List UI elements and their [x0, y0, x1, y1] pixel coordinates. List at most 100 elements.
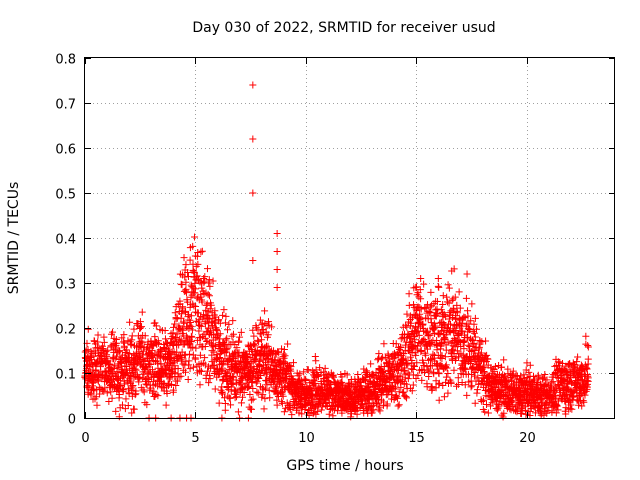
data-point	[483, 351, 491, 359]
data-point	[297, 404, 305, 412]
data-point	[122, 346, 130, 354]
data-point	[227, 401, 235, 409]
data-point	[189, 343, 197, 351]
data-point	[543, 376, 551, 384]
data-point	[172, 333, 180, 341]
data-point	[542, 380, 550, 388]
data-point	[584, 343, 592, 351]
data-point	[396, 372, 404, 380]
data-point	[217, 366, 225, 374]
data-point	[104, 346, 112, 354]
data-point	[404, 375, 412, 383]
data-point	[84, 325, 92, 333]
data-point	[415, 320, 423, 328]
data-point	[468, 300, 476, 308]
data-point	[420, 369, 428, 377]
data-point	[429, 350, 437, 358]
data-point	[325, 410, 333, 418]
data-point	[112, 407, 120, 415]
data-point	[498, 399, 506, 407]
data-point	[338, 373, 346, 381]
data-point	[447, 320, 454, 328]
data-point	[162, 366, 170, 374]
data-point	[93, 360, 101, 368]
data-point	[131, 365, 139, 373]
data-point	[94, 331, 102, 339]
data-point	[435, 396, 443, 404]
data-point	[169, 329, 177, 337]
data-point	[189, 363, 197, 371]
data-point	[433, 297, 441, 305]
data-point	[151, 319, 159, 327]
data-point	[178, 310, 186, 318]
data-point	[115, 386, 123, 394]
data-point	[266, 394, 274, 402]
data-point	[122, 395, 130, 403]
data-point	[300, 368, 308, 376]
data-point	[407, 319, 415, 327]
data-point	[289, 403, 297, 411]
data-point	[185, 350, 193, 358]
data-point	[484, 409, 492, 417]
data-point	[471, 314, 479, 322]
data-point	[207, 318, 215, 326]
data-point	[498, 363, 506, 371]
data-point	[243, 352, 251, 360]
data-point	[454, 374, 462, 382]
data-point	[167, 381, 175, 389]
data-point	[222, 336, 230, 344]
data-point	[428, 385, 436, 393]
data-point	[450, 366, 458, 374]
data-point	[259, 329, 267, 337]
data-point	[509, 402, 517, 410]
data-point	[463, 270, 471, 278]
data-point	[584, 342, 592, 350]
data-point	[120, 386, 127, 394]
data-point	[374, 400, 382, 408]
data-point	[412, 283, 420, 291]
data-point	[500, 356, 508, 364]
data-point	[279, 392, 287, 400]
axis-ticks: 0 0.1 0.2 0.3 0.4 0.5 0.6 0.7 0.8 0 5 10 15 20	[55, 53, 615, 446]
data-point	[256, 351, 264, 359]
data-point	[273, 230, 281, 237]
data-point	[170, 323, 178, 331]
data-point	[353, 410, 361, 418]
data-point	[234, 408, 242, 416]
data-point	[221, 406, 229, 414]
data-point	[115, 347, 123, 355]
data-point	[397, 335, 405, 343]
data-point	[444, 370, 452, 378]
data-point	[397, 343, 405, 351]
data-point	[214, 365, 222, 373]
data-point	[288, 411, 296, 419]
data-point	[444, 281, 452, 289]
data-point	[141, 332, 149, 340]
data-point	[493, 406, 501, 414]
data-point	[175, 373, 183, 381]
data-point	[170, 386, 178, 394]
data-point	[273, 266, 281, 273]
data-point	[314, 373, 322, 381]
data-point	[375, 350, 383, 358]
data-point	[191, 279, 199, 287]
data-point	[312, 357, 320, 365]
data-point	[260, 405, 268, 413]
data-point	[408, 387, 416, 395]
data-point	[422, 351, 430, 359]
data-point	[247, 396, 255, 404]
data-point	[499, 413, 507, 421]
data-point	[394, 402, 402, 410]
data-point	[178, 325, 186, 333]
data-point	[166, 374, 174, 382]
data-point	[261, 385, 269, 393]
data-point	[453, 309, 461, 317]
data-point	[436, 319, 444, 327]
data-point	[267, 351, 275, 359]
data-point	[223, 334, 231, 342]
data-point	[170, 358, 178, 366]
data-point	[521, 403, 529, 411]
data-point	[400, 367, 408, 375]
data-point	[196, 351, 204, 359]
data-point	[261, 343, 269, 351]
